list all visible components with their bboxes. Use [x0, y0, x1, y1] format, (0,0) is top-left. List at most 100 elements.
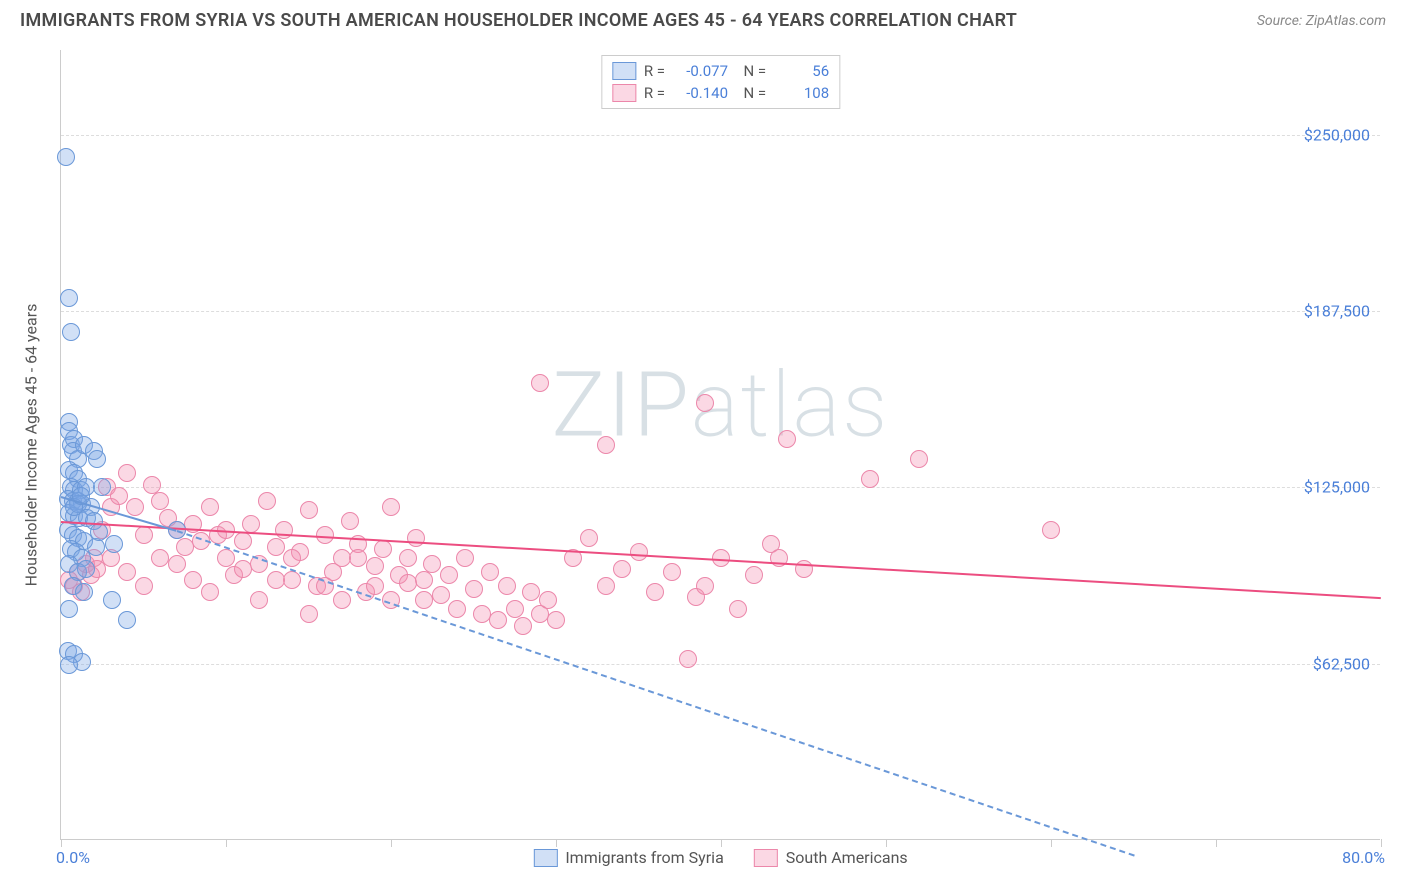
- data-point: [57, 148, 75, 166]
- data-point: [126, 498, 144, 516]
- data-point: [143, 476, 161, 494]
- legend-row-south-american: R =-0.140 N =108: [612, 82, 829, 104]
- data-point: [423, 555, 441, 573]
- data-point: [547, 611, 565, 629]
- data-point: [258, 492, 276, 510]
- y-tick-label: $125,000: [1304, 478, 1370, 497]
- data-point: [531, 374, 549, 392]
- data-point: [234, 532, 252, 550]
- x-tick: [556, 839, 557, 847]
- data-point: [300, 501, 318, 519]
- data-point: [333, 549, 351, 567]
- y-tick-label: $250,000: [1304, 125, 1370, 144]
- data-point: [250, 591, 268, 609]
- x-tick: [1051, 839, 1052, 847]
- gridline: [61, 487, 1380, 488]
- data-point: [861, 470, 879, 488]
- data-point: [62, 323, 80, 341]
- data-point: [283, 549, 301, 567]
- data-point: [151, 549, 169, 567]
- data-point: [448, 600, 466, 618]
- data-point: [646, 583, 664, 601]
- data-point: [374, 540, 392, 558]
- data-point: [613, 560, 631, 578]
- data-point: [60, 289, 78, 307]
- data-point: [118, 464, 136, 482]
- data-point: [506, 600, 524, 618]
- x-axis-min: 0.0%: [56, 848, 90, 867]
- correlation-legend: R =-0.077 N =56 R =-0.140 N =108: [601, 55, 840, 109]
- legend-item-south-american: South Americans: [754, 848, 908, 867]
- y-tick-label: $187,500: [1304, 301, 1370, 320]
- data-point: [399, 574, 417, 592]
- data-point: [88, 450, 106, 468]
- data-point: [300, 605, 318, 623]
- data-point: [465, 580, 483, 598]
- trend-extrapolation: [176, 530, 1134, 856]
- data-point: [201, 583, 219, 601]
- data-point: [217, 549, 235, 567]
- data-point: [60, 656, 78, 674]
- chart-plot-area: ZIPatlas Householder Income Ages 45 - 64…: [60, 50, 1380, 840]
- data-point: [341, 512, 359, 530]
- data-point: [440, 566, 458, 584]
- data-point: [514, 617, 532, 635]
- data-point: [382, 498, 400, 516]
- gridline: [61, 311, 1380, 312]
- x-tick: [721, 839, 722, 847]
- x-tick: [1381, 839, 1382, 847]
- data-point: [663, 563, 681, 581]
- swatch-icon: [533, 849, 557, 867]
- data-point: [745, 566, 763, 584]
- data-point: [696, 577, 714, 595]
- data-point: [168, 555, 186, 573]
- data-point: [366, 577, 384, 595]
- swatch-icon: [754, 849, 778, 867]
- data-point: [415, 571, 433, 589]
- data-point: [729, 600, 747, 618]
- data-point: [176, 538, 194, 556]
- chart-title: IMMIGRANTS FROM SYRIA VS SOUTH AMERICAN …: [20, 10, 1017, 31]
- data-point: [105, 535, 123, 553]
- data-point: [399, 549, 417, 567]
- swatch-south-american: [612, 84, 636, 102]
- data-point: [366, 557, 384, 575]
- data-point: [597, 436, 615, 454]
- y-tick-label: $62,500: [1313, 654, 1370, 673]
- data-point: [60, 600, 78, 618]
- data-point: [333, 591, 351, 609]
- data-point: [267, 538, 285, 556]
- legend-item-syria: Immigrants from Syria: [533, 848, 723, 867]
- data-point: [103, 591, 121, 609]
- data-point: [1042, 521, 1060, 539]
- x-tick: [1216, 839, 1217, 847]
- data-point: [77, 560, 95, 578]
- data-point: [267, 571, 285, 589]
- data-point: [93, 478, 111, 496]
- source-label: Source: ZipAtlas.com: [1257, 13, 1386, 29]
- swatch-syria: [612, 62, 636, 80]
- data-point: [201, 498, 219, 516]
- data-point: [118, 563, 136, 581]
- x-tick: [886, 839, 887, 847]
- data-point: [242, 515, 260, 533]
- data-point: [481, 563, 499, 581]
- data-point: [473, 605, 491, 623]
- data-point: [135, 577, 153, 595]
- x-axis-max: 80.0%: [1342, 848, 1385, 867]
- data-point: [778, 430, 796, 448]
- data-point: [135, 526, 153, 544]
- y-axis-label: Householder Income Ages 45 - 64 years: [22, 303, 41, 586]
- data-point: [151, 492, 169, 510]
- data-point: [110, 487, 128, 505]
- data-point: [597, 577, 615, 595]
- data-point: [118, 611, 136, 629]
- gridline: [61, 135, 1380, 136]
- data-point: [498, 577, 516, 595]
- data-point: [456, 549, 474, 567]
- data-point: [696, 394, 714, 412]
- data-point: [580, 529, 598, 547]
- data-point: [679, 650, 697, 668]
- data-point: [630, 543, 648, 561]
- x-tick: [61, 839, 62, 847]
